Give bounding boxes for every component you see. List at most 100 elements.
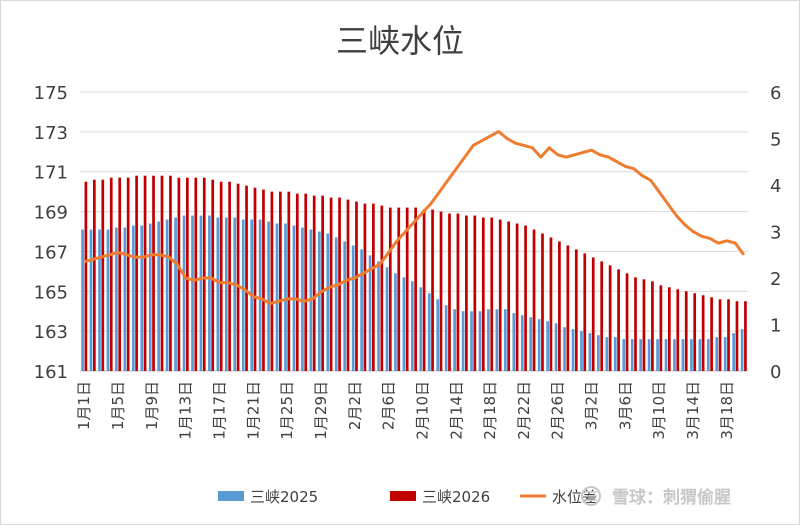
bar-2026 bbox=[270, 191, 274, 371]
bar-2026 bbox=[160, 175, 164, 371]
bar-2025 bbox=[512, 313, 516, 371]
bar-2025 bbox=[106, 229, 110, 371]
bar-2026 bbox=[431, 209, 434, 371]
bar-2026 bbox=[642, 279, 646, 371]
bar-2025 bbox=[241, 219, 245, 371]
bar-2025 bbox=[140, 225, 144, 371]
left-axis-tick-label: 175 bbox=[34, 83, 68, 104]
bar-2025 bbox=[698, 339, 702, 371]
left-axis-tick-label: 165 bbox=[34, 282, 68, 303]
bar-2025 bbox=[377, 261, 380, 371]
bar-2026 bbox=[92, 179, 96, 371]
bar-2025 bbox=[461, 311, 465, 371]
bar-2025 bbox=[681, 339, 685, 371]
legend-swatch bbox=[390, 491, 416, 501]
bar-2025 bbox=[487, 309, 490, 371]
bar-2026 bbox=[388, 207, 392, 371]
bar-2025 bbox=[588, 333, 592, 371]
bar-2026 bbox=[405, 207, 409, 371]
bar-2026 bbox=[735, 301, 739, 371]
left-axis-tick-label: 173 bbox=[34, 123, 68, 144]
legend: 三峡2025 三峡2026 水位差 bbox=[218, 488, 597, 506]
bar-2025 bbox=[284, 223, 287, 371]
bar-2025 bbox=[123, 227, 127, 371]
left-axis-ticks: 161 163 165 167 169 171 173 175 bbox=[34, 83, 68, 383]
bar-2025 bbox=[613, 337, 617, 371]
bar-2026 bbox=[439, 211, 443, 371]
bar-2026 bbox=[202, 177, 206, 371]
bar-2026 bbox=[253, 187, 257, 371]
bar-2025 bbox=[89, 229, 93, 371]
bar-2026 bbox=[287, 191, 291, 371]
right-axis-tick-label: 4 bbox=[770, 176, 781, 197]
bar-2025 bbox=[233, 217, 237, 371]
bar-2025 bbox=[563, 327, 566, 371]
bar-2026 bbox=[304, 193, 308, 371]
bar-2026 bbox=[617, 269, 620, 371]
bar-2026 bbox=[667, 287, 671, 371]
bar-2025 bbox=[115, 227, 118, 371]
bar-2026 bbox=[372, 203, 375, 371]
bar-2025 bbox=[81, 229, 84, 371]
bar-2025 bbox=[580, 331, 583, 371]
bar-2025 bbox=[334, 237, 338, 371]
bar-2026 bbox=[634, 277, 637, 371]
bar-2026 bbox=[498, 219, 502, 371]
bar-2026 bbox=[109, 177, 113, 371]
x-axis-tick-label: 2月10日 bbox=[414, 381, 432, 440]
bar-2025 bbox=[597, 335, 600, 371]
x-axis-ticks: 1月1日 1月5日 1月9日 1月13日 1月17日 1月21日 1月25日 1月29日 2月2… bbox=[75, 381, 736, 440]
bar-2026 bbox=[295, 193, 299, 371]
bar-2026 bbox=[608, 265, 612, 371]
bar-2026 bbox=[490, 217, 494, 371]
bar-2025 bbox=[470, 311, 473, 371]
bar-2026 bbox=[329, 197, 333, 371]
right-axis-ticks: 0 1 2 3 4 5 6 bbox=[770, 83, 781, 383]
bar-2026 bbox=[651, 281, 654, 371]
bar-2025 bbox=[148, 223, 152, 371]
bar-2025 bbox=[740, 329, 744, 371]
right-axis-tick-label: 2 bbox=[770, 269, 781, 290]
bar-2026 bbox=[397, 207, 401, 371]
bar-2026 bbox=[211, 179, 215, 371]
bar-2025 bbox=[706, 339, 710, 371]
x-axis-tick-label: 3月2日 bbox=[583, 381, 601, 430]
bar-2026 bbox=[422, 209, 426, 371]
x-axis-tick-label: 2月26日 bbox=[549, 381, 567, 440]
bar-2026 bbox=[625, 273, 629, 371]
bar-2026 bbox=[185, 177, 189, 371]
bar-2026 bbox=[346, 199, 350, 371]
bar-2025 bbox=[224, 217, 228, 371]
bar-2026 bbox=[659, 285, 663, 371]
bar-2025 bbox=[537, 319, 541, 371]
bar-2026 bbox=[591, 257, 595, 371]
bar-2026 bbox=[143, 175, 147, 371]
x-axis-tick-label: 1月21日 bbox=[244, 381, 262, 440]
bar-2025 bbox=[647, 339, 651, 371]
bar-2026 bbox=[684, 291, 688, 371]
series-2025-bars bbox=[81, 215, 744, 371]
bar-2026 bbox=[600, 261, 604, 371]
bar-2026 bbox=[710, 297, 713, 371]
legend-label: 三峡2026 bbox=[422, 488, 490, 506]
bar-2026 bbox=[414, 207, 418, 371]
legend-swatch bbox=[218, 491, 244, 501]
bar-2026 bbox=[152, 175, 155, 371]
x-axis-tick-label: 1月29日 bbox=[312, 381, 330, 440]
bar-2026 bbox=[101, 179, 105, 371]
diff-line bbox=[83, 130, 745, 306]
x-axis-tick-label: 1月13日 bbox=[177, 381, 195, 440]
bar-2025 bbox=[478, 311, 482, 371]
bar-2026 bbox=[135, 175, 138, 371]
bar-2025 bbox=[385, 267, 389, 371]
bar-2025 bbox=[410, 281, 414, 371]
legend-label: 三峡2025 bbox=[250, 488, 318, 506]
x-axis-tick-label: 1月25日 bbox=[278, 381, 296, 440]
bar-2026 bbox=[169, 175, 172, 371]
bar-2026 bbox=[456, 213, 460, 371]
bar-2025 bbox=[504, 309, 507, 371]
bar-2025 bbox=[267, 221, 270, 371]
bar-2026 bbox=[194, 177, 198, 371]
